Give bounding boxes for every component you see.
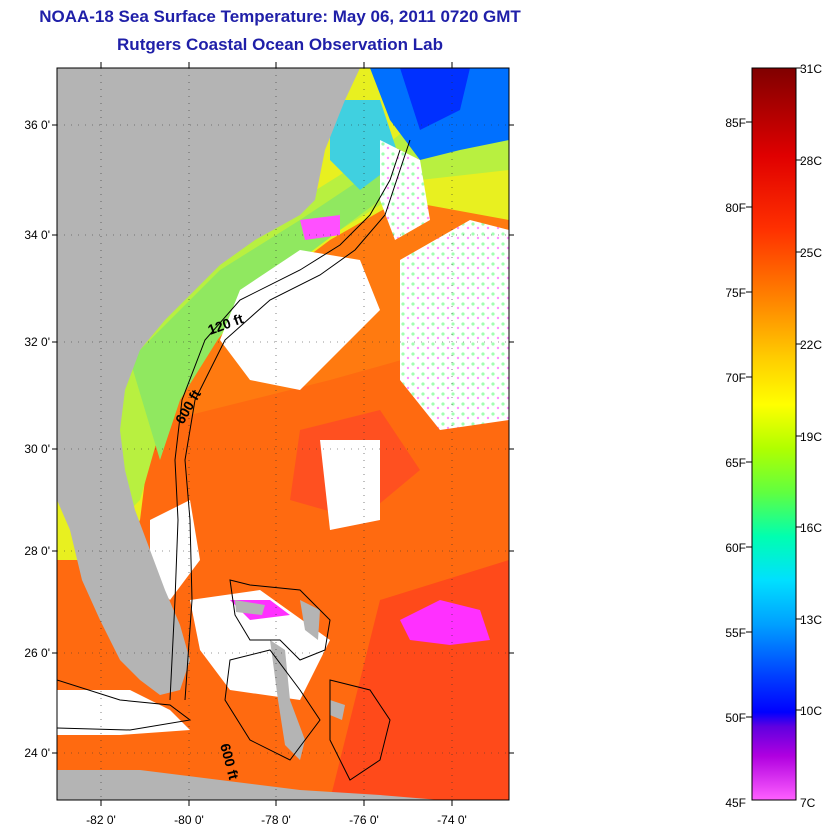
land-bahamas xyxy=(270,640,305,760)
lon-label: -76 0' xyxy=(349,813,379,827)
celsius-label: 10C xyxy=(800,704,822,718)
map-frame xyxy=(56,67,510,801)
colorbar-ticks xyxy=(746,67,802,718)
lon-label: -78 0' xyxy=(261,813,291,827)
fahrenheit-label: 60F xyxy=(725,541,746,555)
lat-label: 28 0' xyxy=(24,544,50,558)
celsius-label: 16C xyxy=(800,521,822,535)
lon-label: -80 0' xyxy=(174,813,204,827)
celsius-label: 13C xyxy=(800,613,822,627)
land-mainland xyxy=(57,68,360,695)
celsius-label: 19C xyxy=(800,430,822,444)
fahrenheit-label: 85F xyxy=(725,116,746,130)
celsius-label: 7C xyxy=(800,796,816,810)
graticule-lines xyxy=(57,68,509,800)
celsius-label: 25C xyxy=(800,246,822,260)
celsius-label: 31C xyxy=(800,62,822,76)
axis-ticks xyxy=(52,62,514,806)
lon-label: -74 0' xyxy=(437,813,467,827)
fahrenheit-label: 65F xyxy=(725,456,746,470)
lon-label: -82 0' xyxy=(86,813,116,827)
lat-label: 24 0' xyxy=(24,746,50,760)
lat-label: 32 0' xyxy=(24,335,50,349)
cloud-cover xyxy=(220,250,380,390)
fahrenheit-label: 55F xyxy=(725,626,746,640)
fahrenheit-label: 80F xyxy=(725,201,746,215)
lat-label: 30 0' xyxy=(24,442,50,456)
sst-map: 120 ft 600 ft 600 ft xyxy=(57,68,509,800)
fahrenheit-label: 75F xyxy=(725,286,746,300)
isobath-120ft xyxy=(169,149,401,701)
lat-label: 36 0' xyxy=(24,118,50,132)
lat-label: 34 0' xyxy=(24,228,50,242)
temperature-colorbar xyxy=(751,67,797,801)
fahrenheit-label: 50F xyxy=(725,711,746,725)
celsius-label: 28C xyxy=(800,154,822,168)
page-title: NOAA-18 Sea Surface Temperature: May 06,… xyxy=(39,7,521,26)
celsius-label: 22C xyxy=(800,338,822,352)
page-subtitle: Rutgers Coastal Ocean Observation Lab xyxy=(117,35,443,54)
lat-label: 26 0' xyxy=(24,646,50,660)
land-cuba xyxy=(57,770,440,800)
fahrenheit-label: 45F xyxy=(725,796,746,810)
isobath-600ft xyxy=(184,139,411,701)
fahrenheit-label: 70F xyxy=(725,371,746,385)
